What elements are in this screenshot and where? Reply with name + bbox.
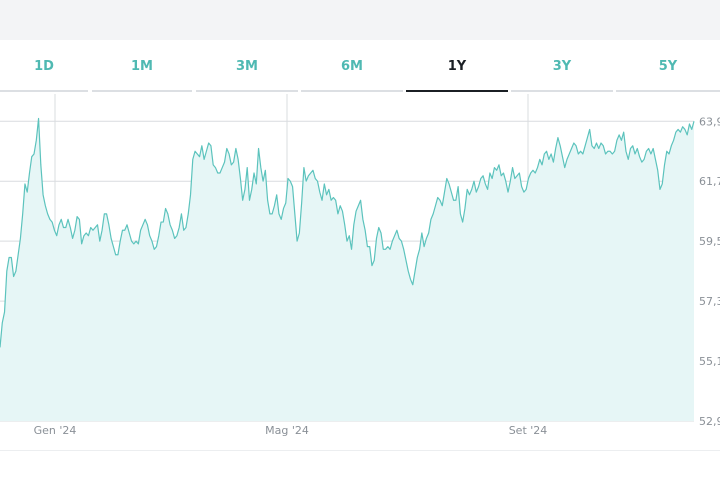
y-tick-label: 63,9 <box>699 115 720 128</box>
price-area <box>0 118 694 421</box>
x-tick-label: Gen '24 <box>34 424 77 437</box>
y-tick-label: 59,5 <box>699 235 720 248</box>
tab-label: 3Y <box>552 58 572 74</box>
timeframe-tabs: 1D 1M 3M 6M 1Y 3Y 5Y <box>0 40 720 94</box>
y-tick-label: 55,1 <box>699 355 720 368</box>
x-tick-label: Set '24 <box>509 424 548 437</box>
y-tick-label: 52,9 <box>699 415 720 428</box>
tab-3y[interactable]: 3Y <box>511 40 613 92</box>
top-bar <box>0 0 720 40</box>
tab-1m[interactable]: 1M <box>92 40 192 92</box>
y-axis: 63,9 61,7 59,5 57,3 55,1 52,9 <box>699 115 720 428</box>
tab-6m[interactable]: 6M <box>301 40 403 92</box>
y-tick-label: 61,7 <box>699 175 720 188</box>
tab-5y[interactable]: 5Y <box>616 40 720 92</box>
tab-underline <box>196 90 298 92</box>
tab-label: 1M <box>131 58 153 74</box>
price-line <box>0 117 695 348</box>
tab-label: 1Y <box>447 58 467 74</box>
x-axis: Gen '24 Mag '24 Set '24 <box>34 424 548 437</box>
bottom-bar <box>0 450 720 481</box>
tab-label: 3M <box>236 58 258 74</box>
tab-underline <box>511 90 613 92</box>
tab-1d[interactable]: 1D <box>0 40 88 92</box>
tab-label: 6M <box>341 58 363 74</box>
y-tick-label: 57,3 <box>699 295 720 308</box>
tab-label: 1D <box>34 58 54 74</box>
tab-underline <box>92 90 192 92</box>
tab-underline <box>406 90 508 92</box>
tab-3m[interactable]: 3M <box>196 40 298 92</box>
tab-underline <box>301 90 403 92</box>
x-tick-label: Mag '24 <box>265 424 309 437</box>
price-chart[interactable]: 63,9 61,7 59,5 57,3 55,1 52,9 Gen '24 Mag '24 S… <box>0 94 720 440</box>
tab-1y[interactable]: 1Y <box>406 40 508 92</box>
tab-underline <box>0 90 88 92</box>
tab-label: 5Y <box>658 58 678 74</box>
tab-underline <box>616 90 720 92</box>
